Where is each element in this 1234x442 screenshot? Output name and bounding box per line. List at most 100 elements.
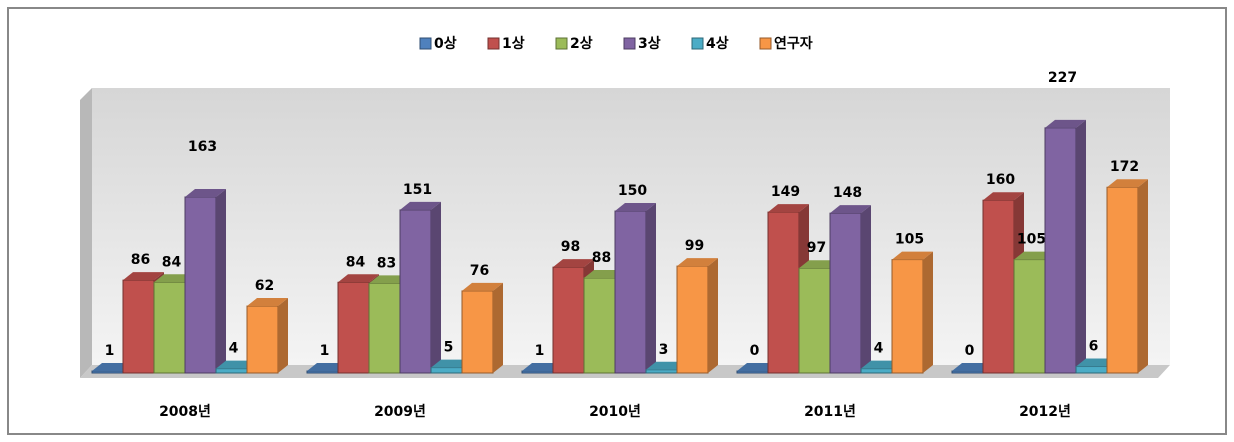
bar-front xyxy=(1013,259,1046,374)
data-label: 105 xyxy=(895,232,924,248)
legend-label: 1상 xyxy=(502,36,525,52)
bar-side xyxy=(431,201,441,373)
legend-item: 1상 xyxy=(487,36,525,52)
data-label: 1 xyxy=(320,343,330,359)
bar-top xyxy=(185,188,226,197)
data-label: 84 xyxy=(162,254,182,270)
bar xyxy=(891,251,933,374)
legend-label: 2상 xyxy=(570,36,593,52)
bar-front xyxy=(676,265,709,374)
bar-front xyxy=(399,209,432,374)
data-label: 98 xyxy=(561,239,580,255)
bar-front xyxy=(368,282,401,374)
bar-front xyxy=(583,277,616,374)
data-label: 105 xyxy=(1017,232,1046,248)
bar-side xyxy=(646,203,656,373)
bar-side xyxy=(708,258,718,373)
bar-front xyxy=(184,196,217,374)
bar-top xyxy=(553,259,594,268)
bar-front xyxy=(430,367,463,374)
bar-top xyxy=(983,192,1024,201)
bar-side xyxy=(923,251,933,373)
data-label: 1 xyxy=(535,343,545,359)
data-label: 88 xyxy=(592,250,611,266)
bar-front xyxy=(153,281,186,374)
legend-item: 연구자 xyxy=(759,36,813,52)
data-label: 4 xyxy=(874,341,884,357)
data-label: 3 xyxy=(659,342,669,358)
bar-side xyxy=(216,188,226,373)
data-label: 76 xyxy=(470,263,489,279)
legend-swatch xyxy=(419,37,432,50)
x-tick-label: 2008년 xyxy=(159,404,211,420)
data-label: 227 xyxy=(1048,70,1077,86)
data-label: 0 xyxy=(750,343,760,359)
data-label: 84 xyxy=(346,254,366,270)
data-label: 4 xyxy=(229,341,239,357)
bar-top xyxy=(1045,119,1086,128)
bar xyxy=(1106,179,1148,374)
bar xyxy=(246,298,288,374)
data-label: 163 xyxy=(188,139,217,155)
side-wall xyxy=(80,88,92,378)
bar-front xyxy=(215,368,248,374)
x-tick-label: 2009년 xyxy=(374,404,426,420)
bar-front xyxy=(552,266,585,374)
bar xyxy=(184,188,226,374)
legend-swatch xyxy=(487,37,500,50)
bar-front xyxy=(736,370,769,374)
bar-front xyxy=(982,199,1015,374)
bar-side xyxy=(1138,179,1148,373)
legend-label: 4상 xyxy=(706,36,729,52)
bar-top xyxy=(768,204,809,213)
bar-front xyxy=(1106,186,1139,374)
bar-front xyxy=(767,211,800,374)
bar-top xyxy=(462,282,503,291)
bar xyxy=(1044,119,1086,374)
bar xyxy=(829,205,871,374)
legend-swatch xyxy=(691,37,704,50)
bar-side xyxy=(493,282,503,373)
data-label: 99 xyxy=(685,238,704,254)
bar-front xyxy=(521,370,554,374)
legend-item: 4상 xyxy=(691,36,729,52)
x-tick-label: 2012년 xyxy=(1019,404,1071,420)
legend-item: 0상 xyxy=(419,36,457,52)
bar-front xyxy=(951,370,984,374)
legend-swatch xyxy=(623,37,636,50)
data-label: 97 xyxy=(807,240,826,256)
bar-top xyxy=(400,201,441,210)
bar-front xyxy=(91,370,124,374)
bar xyxy=(399,201,441,374)
bar-front xyxy=(1075,366,1108,374)
bar-top xyxy=(615,203,656,211)
bar-front xyxy=(860,368,893,374)
bar-top xyxy=(677,258,718,267)
legend-swatch xyxy=(759,37,772,50)
x-tick-label: 2011년 xyxy=(804,404,856,420)
bar-top xyxy=(1107,179,1148,188)
bar-front xyxy=(306,370,339,374)
bar-front xyxy=(337,281,370,374)
data-label: 62 xyxy=(255,278,274,294)
legend-swatch xyxy=(555,37,568,50)
data-label: 172 xyxy=(1110,159,1139,175)
bar-top xyxy=(123,272,164,281)
data-label: 5 xyxy=(444,340,454,356)
bar-front xyxy=(891,259,924,374)
legend-item: 3상 xyxy=(623,36,661,52)
legend-label: 3상 xyxy=(638,36,661,52)
bar-side xyxy=(278,298,288,373)
bar xyxy=(461,282,503,374)
bar-front xyxy=(246,305,279,374)
bar-front xyxy=(122,279,155,374)
bar-top xyxy=(247,298,288,307)
bar xyxy=(614,203,656,374)
data-label: 83 xyxy=(377,255,396,271)
legend-label: 연구자 xyxy=(774,36,813,52)
data-label: 149 xyxy=(771,184,800,200)
bar-front xyxy=(829,212,862,374)
bar-side xyxy=(861,205,871,373)
legend-label: 0상 xyxy=(434,36,457,52)
